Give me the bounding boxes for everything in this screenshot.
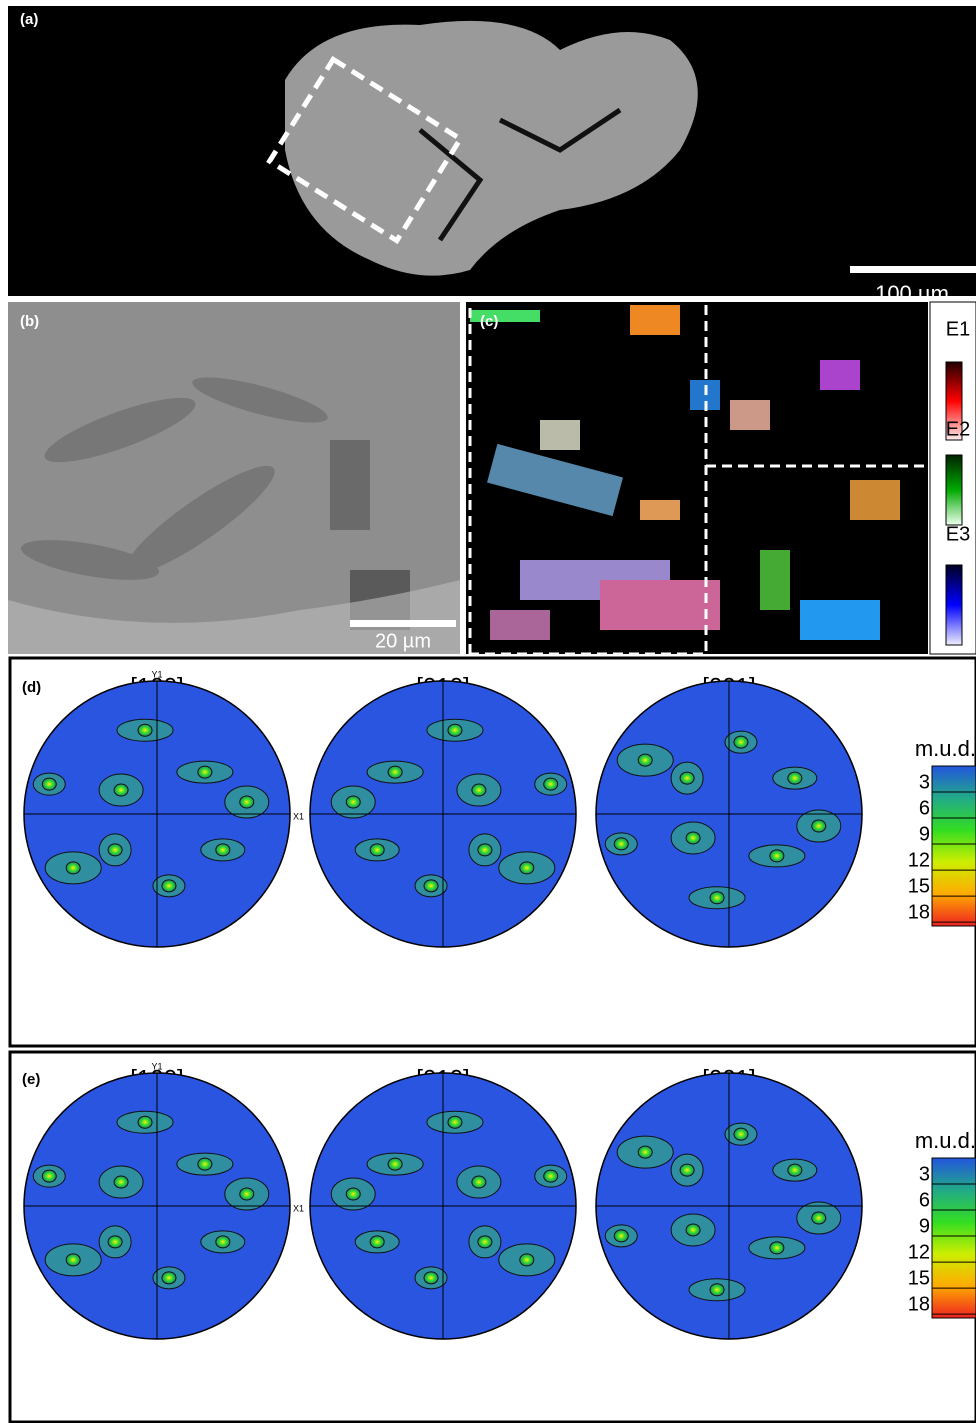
colorbar-label: 15 bbox=[908, 1267, 930, 1289]
grains-c bbox=[470, 305, 900, 640]
legend-label: E3 bbox=[946, 523, 970, 545]
axis-label: X1 bbox=[293, 1203, 304, 1213]
contour-peak bbox=[543, 777, 559, 791]
panel-label: (e) bbox=[22, 1071, 40, 1088]
contour-peak bbox=[685, 831, 701, 845]
contour-peak bbox=[137, 723, 153, 737]
grain-image bbox=[285, 20, 698, 276]
panel-label: (b) bbox=[20, 313, 39, 330]
contour-peak bbox=[41, 777, 57, 791]
contour-peak bbox=[113, 783, 129, 797]
contour-peak bbox=[811, 819, 827, 833]
contour-peak bbox=[787, 771, 803, 785]
contour-peak bbox=[197, 1157, 213, 1171]
contour-peak bbox=[369, 1235, 385, 1249]
contour-peak bbox=[769, 849, 785, 863]
colorbar bbox=[931, 1157, 976, 1319]
contour-peak bbox=[387, 1157, 403, 1171]
rim-b bbox=[8, 580, 460, 654]
legend-label: E2 bbox=[946, 418, 970, 440]
legend-swatch bbox=[945, 361, 963, 441]
colorbar-label: 18 bbox=[908, 901, 930, 923]
contour-peak bbox=[447, 723, 463, 737]
scale-bar bbox=[850, 266, 976, 273]
contour-peak bbox=[477, 1235, 493, 1249]
contour-peak bbox=[613, 837, 629, 851]
contour-peak bbox=[613, 1229, 629, 1243]
roi-box bbox=[266, 55, 464, 245]
panel-e-frame bbox=[8, 1050, 976, 1423]
contour-peak bbox=[161, 879, 177, 893]
contour-peak bbox=[811, 1211, 827, 1225]
unit-label: m.u.d. bbox=[915, 736, 976, 761]
colorbar-label: 3 bbox=[919, 1163, 930, 1185]
contour-peak bbox=[709, 891, 725, 905]
colorbar-label: 6 bbox=[919, 1189, 930, 1211]
contour-peak bbox=[161, 1271, 177, 1285]
colorbar-label: 3 bbox=[919, 771, 930, 793]
colorbar bbox=[931, 765, 976, 927]
contour-peak bbox=[477, 843, 493, 857]
contour-peak bbox=[519, 861, 535, 875]
contour-peak bbox=[41, 1169, 57, 1183]
contour-peak bbox=[447, 1115, 463, 1129]
contour-peak bbox=[239, 1187, 255, 1201]
contour-peak bbox=[215, 1235, 231, 1249]
contour-peak bbox=[197, 765, 213, 779]
contour-peak bbox=[215, 843, 231, 857]
colorbar-label: 12 bbox=[908, 849, 930, 871]
contour-peak bbox=[239, 795, 255, 809]
legend-swatch bbox=[945, 564, 963, 646]
unit-label: m.u.d. bbox=[915, 1128, 976, 1153]
contour-peak bbox=[543, 1169, 559, 1183]
contour-peak bbox=[679, 1163, 695, 1177]
contour-peak bbox=[345, 795, 361, 809]
axis-label: X1 bbox=[293, 811, 304, 821]
panel-d-frame bbox=[8, 656, 976, 1048]
panel-label: (c) bbox=[480, 313, 498, 330]
contour-peak bbox=[137, 1115, 153, 1129]
contour-peak bbox=[471, 1175, 487, 1189]
contour-peak bbox=[679, 771, 695, 785]
legend-label: E1 bbox=[946, 318, 970, 340]
scale-text: 20 µm bbox=[375, 630, 431, 652]
contour-peak bbox=[471, 783, 487, 797]
contour-peak bbox=[519, 1253, 535, 1267]
panel-label: (d) bbox=[22, 679, 41, 696]
colorbar-label: 6 bbox=[919, 797, 930, 819]
axis-label: Y1 bbox=[151, 1061, 162, 1071]
contour-peak bbox=[369, 843, 385, 857]
colorbar-label: 18 bbox=[908, 1293, 930, 1315]
contour-peak bbox=[387, 765, 403, 779]
scale-bar bbox=[350, 620, 456, 627]
contour-peak bbox=[733, 1127, 749, 1141]
contour-peak bbox=[65, 1253, 81, 1267]
contour-peak bbox=[637, 1145, 653, 1159]
panel-label: (a) bbox=[20, 11, 38, 28]
cracks bbox=[418, 107, 622, 242]
roi-lines bbox=[468, 305, 926, 656]
contour-peak bbox=[769, 1241, 785, 1255]
colorbar-label: 9 bbox=[919, 1215, 930, 1237]
colorbar-label: 12 bbox=[908, 1241, 930, 1263]
contour-peak bbox=[107, 1235, 123, 1249]
contour-peak bbox=[423, 1271, 439, 1285]
colorbar-label: 15 bbox=[908, 875, 930, 897]
contour-peak bbox=[709, 1283, 725, 1297]
legend-swatch bbox=[945, 454, 963, 526]
contour-peak bbox=[733, 735, 749, 749]
contour-peak bbox=[65, 861, 81, 875]
contour-peak bbox=[113, 1175, 129, 1189]
contour-peak bbox=[345, 1187, 361, 1201]
contour-peak bbox=[107, 843, 123, 857]
contour-peak bbox=[685, 1223, 701, 1237]
colorbar-label: 9 bbox=[919, 823, 930, 845]
contour-peak bbox=[787, 1163, 803, 1177]
axis-label: Y1 bbox=[151, 669, 162, 679]
contour-peak bbox=[423, 879, 439, 893]
contour-peak bbox=[637, 753, 653, 767]
